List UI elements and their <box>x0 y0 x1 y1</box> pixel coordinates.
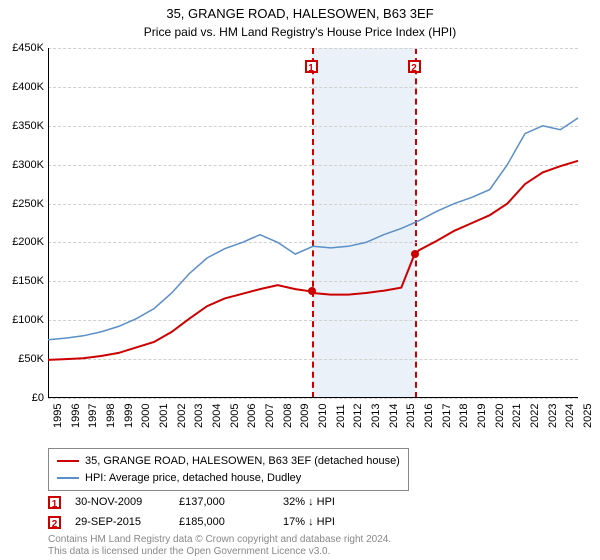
x-axis-label: 1998 <box>105 404 117 428</box>
x-axis-label: 2014 <box>388 404 400 428</box>
x-axis-label: 2008 <box>282 404 294 428</box>
series-line <box>48 118 578 340</box>
legend-swatch <box>57 460 79 462</box>
y-axis-label: £150K <box>2 275 44 287</box>
x-axis-label: 2015 <box>405 404 417 428</box>
series-svg <box>48 48 578 398</box>
x-axis-label: 1996 <box>70 404 82 428</box>
x-axis-label: 2025 <box>582 404 594 428</box>
marker-badge: 2 <box>48 516 61 529</box>
x-axis-label: 2010 <box>317 404 329 428</box>
x-axis-label: 2001 <box>158 404 170 428</box>
x-axis-label: 2016 <box>423 404 435 428</box>
legend-item: HPI: Average price, detached house, Dudl… <box>57 470 400 487</box>
plot-area: £0£50K£100K£150K£200K£250K£300K£350K£400… <box>48 48 578 398</box>
x-axis-label: 2004 <box>211 404 223 428</box>
series-line <box>48 161 578 360</box>
y-axis-label: £400K <box>2 81 44 93</box>
x-axis-label: 2019 <box>476 404 488 428</box>
x-axis-label: 2022 <box>529 404 541 428</box>
x-axis-label: 2005 <box>229 404 241 428</box>
legend-swatch <box>57 477 79 479</box>
legend-label: 35, GRANGE ROAD, HALESOWEN, B63 3EF (det… <box>85 453 400 470</box>
y-axis-label: £350K <box>2 120 44 132</box>
chart-container: 35, GRANGE ROAD, HALESOWEN, B63 3EF Pric… <box>0 0 600 560</box>
chart-title: 35, GRANGE ROAD, HALESOWEN, B63 3EF <box>0 0 600 23</box>
x-axis-label: 2009 <box>299 404 311 428</box>
sale-row: 1 30-NOV-2009 £137,000 32% ↓ HPI <box>48 492 373 512</box>
x-axis-label: 1995 <box>52 404 64 428</box>
y-axis-label: £450K <box>2 42 44 54</box>
sale-date: 30-NOV-2009 <box>75 496 165 508</box>
x-axis-label: 1999 <box>123 404 135 428</box>
footer-line: Contains HM Land Registry data © Crown c… <box>48 534 391 546</box>
footer-text: Contains HM Land Registry data © Crown c… <box>48 534 391 558</box>
sale-point <box>308 287 316 295</box>
y-axis-label: £250K <box>2 198 44 210</box>
x-axis-label: 1997 <box>87 404 99 428</box>
x-axis-label: 2000 <box>140 404 152 428</box>
sale-delta: 32% ↓ HPI <box>283 496 373 508</box>
y-axis-label: £0 <box>2 392 44 404</box>
y-axis-label: £300K <box>2 159 44 171</box>
x-axis-label: 2013 <box>370 404 382 428</box>
y-axis-label: £200K <box>2 236 44 248</box>
chart-subtitle: Price paid vs. HM Land Registry's House … <box>0 25 600 39</box>
sale-price: £185,000 <box>179 516 269 528</box>
y-axis-label: £100K <box>2 314 44 326</box>
x-axis-label: 2023 <box>547 404 559 428</box>
marker-badge: 1 <box>305 60 318 73</box>
sale-row: 2 29-SEP-2015 £185,000 17% ↓ HPI <box>48 512 373 532</box>
x-axis-label: 2021 <box>511 404 523 428</box>
x-axis-label: 2007 <box>264 404 276 428</box>
x-axis-label: 2020 <box>494 404 506 428</box>
x-axis-label: 2011 <box>335 404 347 428</box>
sale-point <box>411 250 419 258</box>
gridline <box>48 398 578 399</box>
x-axis-label: 2002 <box>176 404 188 428</box>
x-axis-label: 2006 <box>246 404 258 428</box>
marker-badge: 2 <box>408 60 421 73</box>
y-axis-label: £50K <box>2 353 44 365</box>
legend-box: 35, GRANGE ROAD, HALESOWEN, B63 3EF (det… <box>48 448 409 491</box>
marker-badge: 1 <box>48 496 61 509</box>
sale-delta: 17% ↓ HPI <box>283 516 373 528</box>
sale-price: £137,000 <box>179 496 269 508</box>
sales-table: 1 30-NOV-2009 £137,000 32% ↓ HPI 2 29-SEP-201… <box>48 492 373 532</box>
footer-line: This data is licensed under the Open Gov… <box>48 546 391 558</box>
sale-date: 29-SEP-2015 <box>75 516 165 528</box>
x-axis-label: 2024 <box>564 404 576 428</box>
legend-label: HPI: Average price, detached house, Dudl… <box>85 470 301 487</box>
legend-item: 35, GRANGE ROAD, HALESOWEN, B63 3EF (det… <box>57 453 400 470</box>
x-axis-label: 2017 <box>441 404 453 428</box>
x-axis-label: 2003 <box>193 404 205 428</box>
x-axis-label: 2012 <box>352 404 364 428</box>
x-axis-label: 2018 <box>458 404 470 428</box>
